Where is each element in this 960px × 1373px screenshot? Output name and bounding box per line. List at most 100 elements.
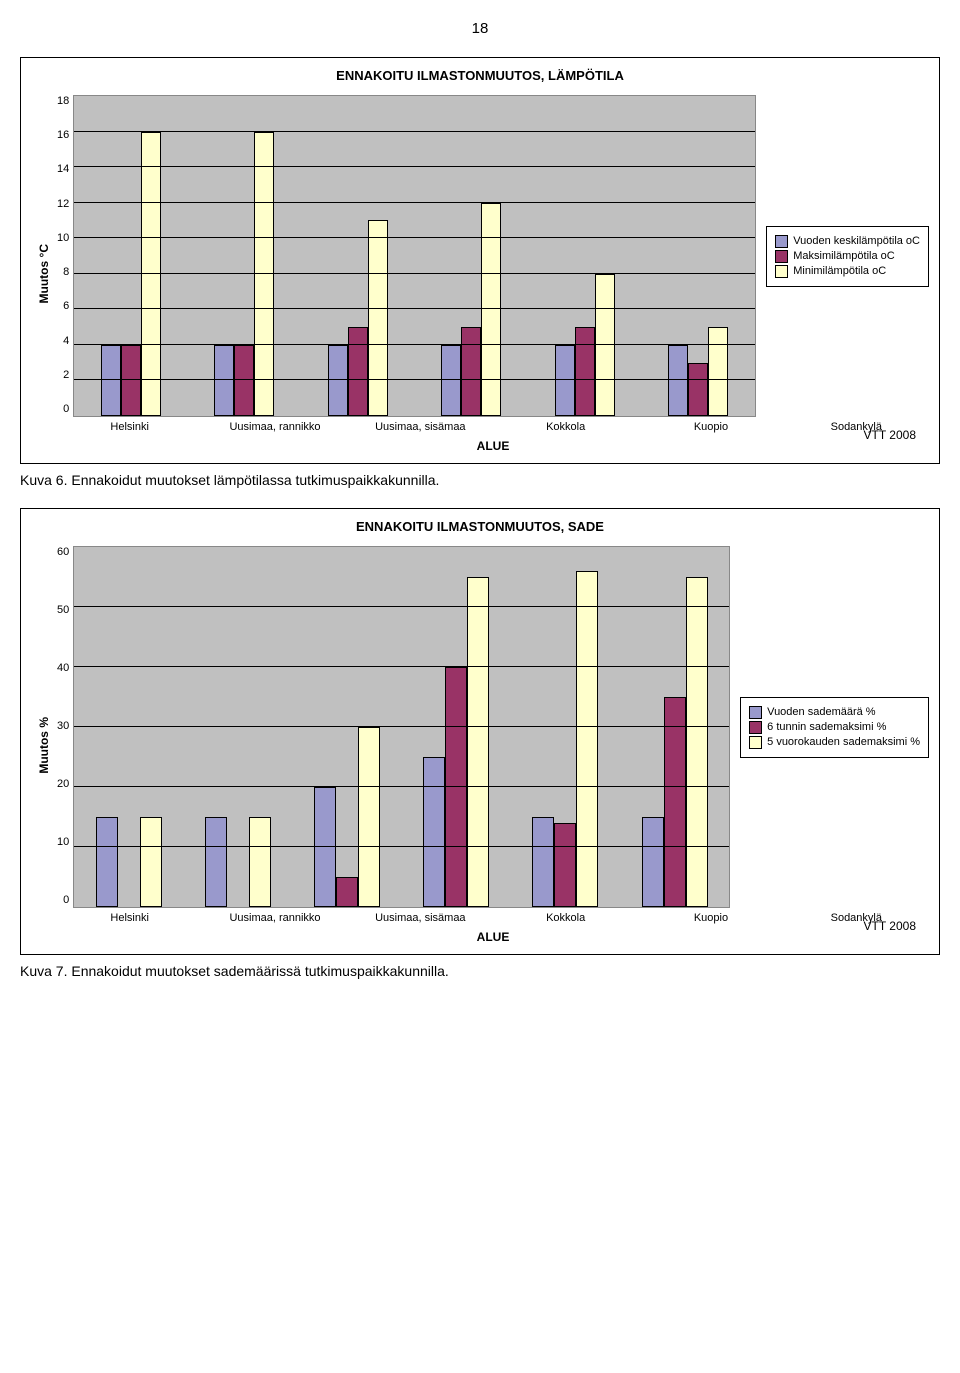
gridline (74, 237, 755, 238)
gridline (74, 846, 729, 847)
y-tick: 4 (63, 335, 69, 347)
bar (445, 667, 467, 907)
chart2-vtt: VTT 2008 (864, 919, 916, 933)
y-tick: 6 (63, 300, 69, 312)
legend-swatch (749, 736, 762, 749)
bar (314, 787, 336, 907)
chart2-bars (74, 547, 729, 907)
bar (249, 817, 271, 907)
chart2-xtitle: ALUE (57, 930, 929, 944)
x-label: Uusimaa, sisämaa (348, 912, 493, 924)
bar (423, 757, 445, 907)
x-label: Helsinki (57, 912, 202, 924)
chart1-bars (74, 96, 755, 416)
legend-item: Vuoden keskilämpötila oC (775, 235, 920, 248)
bar (686, 577, 708, 907)
bar-group (642, 577, 708, 907)
chart1-vtt: VTT 2008 (864, 428, 916, 442)
y-tick: 0 (63, 403, 69, 415)
chart2-yticks: 60 50 40 30 20 10 0 (57, 546, 73, 906)
legend-item: Vuoden sademäärä % (749, 706, 920, 719)
y-tick: 50 (57, 604, 69, 616)
bar-group (96, 817, 162, 907)
bar (575, 327, 595, 416)
chart1-outer: ENNAKOITU ILMASTONMUUTOS, LÄMPÖTILA Muut… (20, 57, 940, 464)
bar (688, 363, 708, 416)
gridline (74, 726, 729, 727)
legend-item: Minimilämpötila oC (775, 265, 920, 278)
x-label: Kokkola (493, 912, 638, 924)
bar-group (328, 220, 388, 416)
legend-swatch (775, 250, 788, 263)
gridline (74, 666, 729, 667)
bar (140, 817, 162, 907)
legend-swatch (749, 721, 762, 734)
bar-group (205, 817, 271, 907)
x-label: Uusimaa, rannikko (202, 912, 347, 924)
chart2-outer: ENNAKOITU ILMASTONMUUTOS, SADE Muutos % … (20, 508, 940, 955)
bar-group (555, 274, 615, 416)
bar (358, 727, 380, 907)
page-number: 18 (20, 20, 940, 37)
gridline (74, 344, 755, 345)
bar (141, 132, 161, 416)
legend-label: Vuoden keskilämpötila oC (793, 235, 920, 247)
bar (532, 817, 554, 907)
x-label: Kuopio (638, 912, 783, 924)
bar-group (101, 132, 161, 416)
legend-label: Minimilämpötila oC (793, 265, 886, 277)
chart1-plot (73, 95, 756, 417)
legend-swatch (775, 235, 788, 248)
bar (554, 823, 576, 907)
gridline (74, 166, 755, 167)
chart1-xtitle: ALUE (57, 439, 929, 453)
bar (576, 571, 598, 907)
bar (368, 220, 388, 416)
y-tick: 0 (63, 894, 69, 906)
chart2-ylabel: Muutos % (31, 717, 57, 774)
bar (336, 877, 358, 907)
legend-swatch (749, 706, 762, 719)
y-tick: 12 (57, 198, 69, 210)
gridline (74, 202, 755, 203)
chart2-legend: Vuoden sademäärä % 6 tunnin sademaksimi %… (740, 697, 929, 758)
legend-label: Vuoden sademäärä % (767, 706, 875, 718)
gridline (74, 273, 755, 274)
gridline (74, 308, 755, 309)
bar (96, 817, 118, 907)
x-label: Uusimaa, rannikko (202, 421, 347, 433)
x-label: Uusimaa, sisämaa (348, 421, 493, 433)
gridline (74, 379, 755, 380)
chart1-legend: Vuoden keskilämpötila oCMaksimilämpötila… (766, 226, 929, 287)
chart1-ylabel: Muutos °C (31, 244, 57, 303)
chart1-caption: Kuva 6. Ennakoidut muutokset lämpötilass… (20, 472, 439, 488)
y-tick: 14 (57, 163, 69, 175)
legend-label: 6 tunnin sademaksimi % (767, 721, 886, 733)
bar-group (668, 327, 728, 416)
bar-group (314, 727, 380, 907)
y-tick: 30 (57, 720, 69, 732)
y-tick: 10 (57, 232, 69, 244)
y-tick: 20 (57, 778, 69, 790)
bar-group (214, 132, 274, 416)
bar (461, 327, 481, 416)
chart1-xlabels: HelsinkiUusimaa, rannikkoUusimaa, sisäma… (57, 421, 929, 433)
bar (254, 132, 274, 416)
bar (205, 817, 227, 907)
chart2-title: ENNAKOITU ILMASTONMUUTOS, SADE (31, 519, 929, 534)
chart2-plot (73, 546, 730, 908)
bar-group (423, 577, 489, 907)
x-label: Kuopio (638, 421, 783, 433)
legend-item: 6 tunnin sademaksimi % (749, 721, 920, 734)
y-tick: 60 (57, 546, 69, 558)
y-tick: 10 (57, 836, 69, 848)
y-tick: 18 (57, 95, 69, 107)
chart1-box: ENNAKOITU ILMASTONMUUTOS, LÄMPÖTILA Muut… (20, 57, 940, 464)
y-tick: 40 (57, 662, 69, 674)
y-tick: 8 (63, 266, 69, 278)
gridline (74, 786, 729, 787)
gridline (74, 606, 729, 607)
x-label: Helsinki (57, 421, 202, 433)
legend-label: 5 vuorokauden sademaksimi % (767, 736, 920, 748)
legend-item: 5 vuorokauden sademaksimi % (749, 736, 920, 749)
